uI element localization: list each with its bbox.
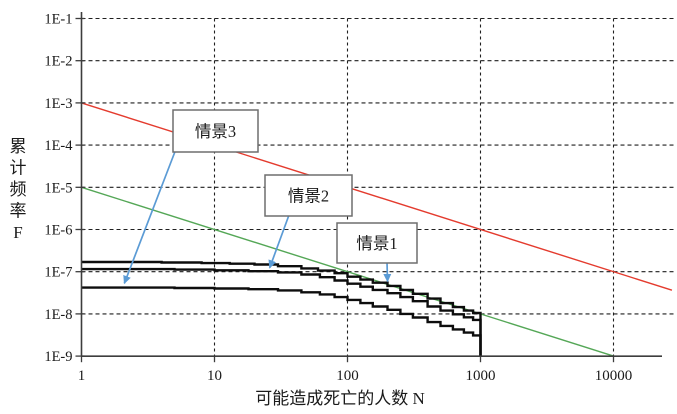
y-tick-label: 1E-9 [44,349,72,365]
y-axis-title-char: 率 [10,202,27,221]
x-axis-title: 可能造成死亡的人数 N [255,389,425,408]
annotation-arrow-情景1 [383,261,392,283]
annotation-label: 情景2 [288,187,329,206]
annotation-box-情景2 [264,174,353,217]
x-tick-label: 10 [207,368,222,384]
annotation-label: 情景3 [195,122,236,141]
y-tick-label: 1E-8 [44,307,72,323]
x-tick-label: 1 [78,368,86,384]
y-axis-title-char: F [13,223,22,242]
y-axis-title-char: 计 [10,159,27,178]
y-axis-title-char: 频 [10,180,27,199]
annotation-box-情景1 [336,222,418,264]
x-tick-label: 100 [336,368,359,384]
fn-curve-scenario-2 [81,267,482,357]
reference-line-lower [81,186,614,357]
y-tick-label: 1E-6 [44,223,72,239]
x-tick-label: 1000 [466,368,496,384]
annotation-arrow-情景3 [123,148,177,285]
y-tick-label: 1E-3 [44,96,72,112]
y-tick-label: 1E-7 [44,265,72,281]
y-tick-label: 1E-2 [44,54,72,70]
annotation-arrow-情景2 [268,214,290,269]
y-tick-label: 1E-5 [44,180,72,196]
annotation-label: 情景1 [356,234,397,253]
y-tick-label: 1E-1 [44,12,72,28]
fn-curve-scenario-1 [81,260,482,357]
y-tick-label: 1E-4 [44,138,73,154]
annotation-box-情景3 [172,109,259,153]
y-axis-title-char: 累 [10,137,27,156]
fn-curve-scenario-3 [81,286,482,357]
x-tick-label: 10000 [595,368,633,384]
